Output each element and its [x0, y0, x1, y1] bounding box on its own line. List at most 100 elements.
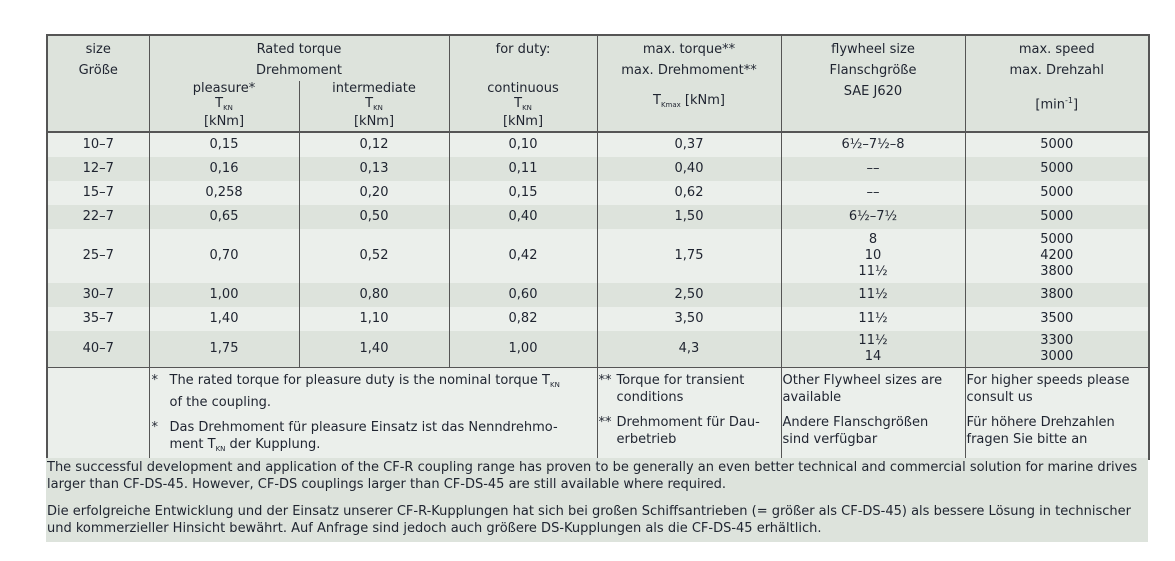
cell-intermediate: 0,52: [298, 229, 450, 283]
header-intermediate-label: intermediate: [332, 81, 416, 96]
kn-subscript: KN: [223, 104, 233, 112]
table-row: 10–7 0,15 0,12 0,10 0,37 6½–7½–8 5000: [46, 132, 1150, 157]
cell-max-torque: 1,75: [596, 229, 782, 283]
cell-max-speed: 3800: [964, 283, 1150, 307]
cell-intermediate: 0,50: [298, 205, 450, 229]
cell-max-torque: 1,50: [596, 205, 782, 229]
cell-pleasure: 0,258: [148, 181, 300, 205]
cell-max-speed: 3500: [964, 307, 1150, 331]
footnote-row: * The rated torque for pleasure duty is t…: [46, 366, 1150, 459]
footnote-speed-de-1: Für höhere Drehzahlen: [966, 414, 1115, 430]
cell-max-speed-value: 3800: [1040, 287, 1074, 302]
cell-max-speed-value: 5000: [1040, 209, 1074, 224]
cell-flywheel-value: 6½–7½: [848, 209, 898, 224]
cell-flywheel: 11½ 14: [780, 331, 966, 367]
cell-size: 25–7: [46, 229, 150, 283]
double-asterisk-marker: **: [598, 414, 612, 430]
unit-superscript: -1: [1065, 96, 1073, 105]
cell-flywheel-value: 11½: [858, 311, 888, 326]
cell-max-speed-value: 5000: [1040, 232, 1074, 247]
cell-continuous: 0,60: [448, 283, 598, 307]
cell-intermediate: 0,20: [298, 181, 450, 205]
cell-max-torque: 0,37: [596, 132, 782, 157]
cell-size: 10–7: [46, 132, 150, 157]
cell-flywheel: ––: [780, 157, 966, 181]
cell-intermediate: 0,12: [298, 132, 450, 157]
cell-pleasure: 0,16: [148, 157, 300, 181]
footnote-flywheel: Other Flywheel sizes are available Andere…: [780, 366, 966, 459]
cell-intermediate: 1,10: [298, 307, 450, 331]
header-rated-torque-de: Drehmoment: [256, 63, 342, 78]
cell-flywheel: 11½: [780, 283, 966, 307]
kn-subscript: KN: [373, 104, 383, 112]
header-max-speed: max. speed max. Drehzahl [min-1]: [964, 35, 1150, 132]
header-max-torque-en: max. torque**: [642, 42, 736, 57]
header-rated-torque-en: Rated torque: [256, 42, 342, 57]
footnote-speed-en-2: consult us: [966, 389, 1033, 405]
table-row: 22–7 0,65 0,50 0,40 1,50 6½–7½ 5000: [46, 205, 1150, 229]
footnote-max-de-2: erbetrieb: [616, 431, 677, 447]
kn-subscript: KN: [215, 444, 226, 453]
header-max-torque-de: max. Drehmoment**: [621, 63, 757, 78]
cell-max-speed-value: 5000: [1040, 137, 1074, 152]
cell-size: 12–7: [46, 157, 150, 181]
header-max-torque-unit: TKmax [kNm]: [598, 93, 781, 113]
cell-max-speed: 5000: [964, 157, 1150, 181]
table-header: size Größe Rated torque Drehmoment pleas…: [46, 35, 1150, 132]
footnote-max-de-1: Drehmoment für Dau-: [616, 414, 760, 430]
cell-max-speed-value: 5000: [1040, 185, 1074, 200]
cell-size: 30–7: [46, 283, 150, 307]
cell-continuous: 0,10: [448, 132, 598, 157]
table-row: 25–7 0,70 0,52 0,42 1,75 8 10 11½ 5000 4200 3800: [46, 229, 1150, 283]
cell-flywheel-value: 11½: [858, 287, 888, 302]
cell-flywheel: 6½–7½–8: [780, 132, 966, 157]
t-symbol: T: [365, 96, 374, 111]
header-size-en: size: [85, 42, 111, 57]
cell-size: 15–7: [46, 181, 150, 205]
cell-max-torque: 2,50: [596, 283, 782, 307]
header-max-speed-unit: [min-1]: [966, 93, 1149, 113]
cell-intermediate: 0,80: [298, 283, 450, 307]
table-row: 30–7 1,00 0,80 0,60 2,50 11½ 3800: [46, 283, 1150, 307]
footnote-pleasure-en-2: of the coupling.: [169, 394, 272, 410]
asterisk-marker: *: [151, 372, 159, 388]
cell-max-speed-value: 4200: [1040, 248, 1074, 263]
header-intermediate-unit: [kNm]: [353, 114, 395, 129]
cell-pleasure: 1,40: [148, 307, 300, 331]
footnote-pleasure-de-2a: ment T: [169, 436, 216, 452]
cell-max-speed-value: 5000: [1040, 161, 1074, 176]
header-max-torque: max. torque** max. Drehmoment** TKmax [k…: [596, 35, 782, 132]
asterisk-marker: *: [151, 419, 159, 435]
t-symbol: T: [514, 96, 523, 111]
footnote-fly-en-2: available: [782, 389, 842, 405]
footnote-pleasure-en: The rated torque for pleasure duty is th…: [169, 372, 550, 388]
header-rated-torque: Rated torque Drehmoment pleasure* TKN [k…: [148, 35, 450, 132]
header-for-duty-label: for duty:: [495, 42, 551, 57]
cell-continuous: 0,40: [448, 205, 598, 229]
cell-flywheel-value: 6½–7½–8: [841, 137, 905, 152]
cell-intermediate: 1,40: [298, 331, 450, 367]
cell-max-speed-value: 3500: [1040, 311, 1074, 326]
cell-continuous: 1,00: [448, 331, 598, 367]
cell-max-speed: 5000 4200 3800: [964, 229, 1150, 283]
cell-max-speed: 5000: [964, 205, 1150, 229]
cell-flywheel-value: 8: [868, 232, 878, 247]
cell-pleasure: 1,00: [148, 283, 300, 307]
cell-continuous: 0,11: [448, 157, 598, 181]
footnote-fly-de-2: sind verfügbar: [782, 431, 878, 447]
paragraph-german: Die erfolgreiche Entwicklung und der Ein…: [47, 504, 1131, 536]
cell-max-torque: 3,50: [596, 307, 782, 331]
table-row: 12–7 0,16 0,13 0,11 0,40 –– 5000: [46, 157, 1150, 181]
header-for-duty: for duty: continuous TKN [kNm]: [448, 35, 598, 132]
unit-label: [kNm]: [680, 93, 725, 108]
cell-max-speed-value: 3000: [1040, 348, 1074, 364]
info-paragraphs: The successful development and applicati…: [46, 458, 1148, 542]
coupling-spec-table: size Größe Rated torque Drehmoment pleas…: [46, 34, 1150, 460]
footnote-rated-torque: * The rated torque for pleasure duty is t…: [148, 366, 598, 459]
header-size: size Größe: [46, 35, 150, 132]
cell-flywheel: 8 10 11½: [780, 229, 966, 283]
cell-continuous: 0,82: [448, 307, 598, 331]
cell-max-torque: 4,3: [596, 331, 782, 367]
header-flywheel-en: flywheel size: [831, 42, 915, 57]
t-symbol: T: [653, 93, 661, 108]
